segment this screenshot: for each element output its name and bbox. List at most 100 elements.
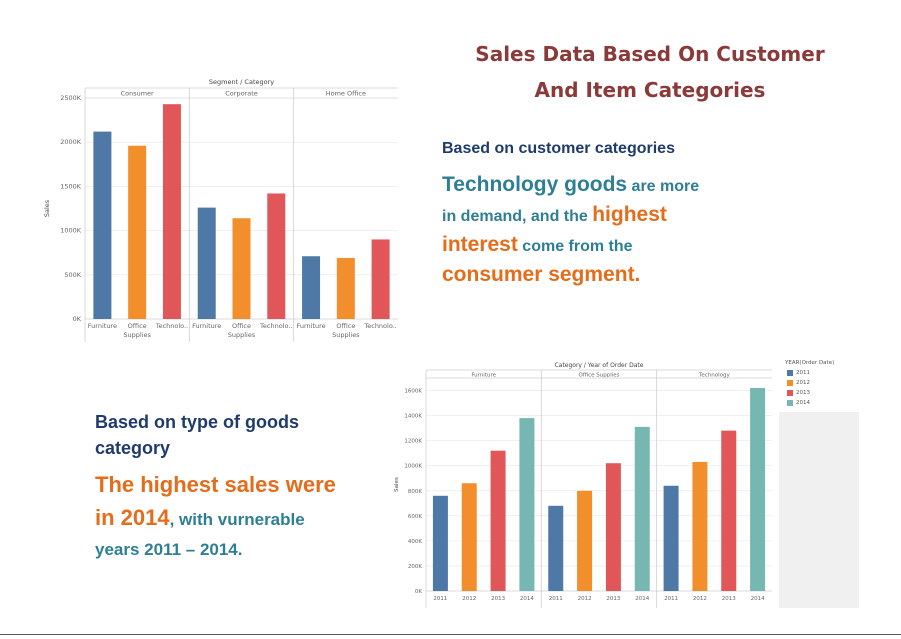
chart-title: Segment / Category	[209, 78, 274, 86]
chart-title: Category / Year of Order Date	[555, 362, 644, 369]
legend-item-2014: 2014	[779, 398, 859, 412]
panel-header-1: Corporate	[225, 90, 258, 98]
legend-label: 2013	[796, 390, 810, 396]
bar-0-2	[162, 104, 181, 319]
y-tick-label: 2500K	[60, 94, 82, 102]
bar-1-3	[634, 426, 650, 591]
y-tick-label: 0K	[415, 589, 422, 595]
x-tick-label: Technolo..	[363, 322, 396, 330]
x-tick-label: Office	[232, 322, 251, 330]
x-tick-label: Technolo..	[259, 322, 292, 330]
bar-1-2	[605, 463, 621, 591]
bar-1-1	[232, 218, 251, 319]
bar-2-3	[750, 388, 766, 591]
chart-category-year: Category / Year of Order Date 0K 200K 400K 6…	[386, 357, 780, 608]
x-tick-label: 2011	[433, 596, 447, 602]
legend-label: 2012	[796, 380, 810, 386]
x-tick-sublabel: Supplies	[228, 331, 256, 339]
bar-0-0	[93, 131, 112, 319]
x-tick-label: 2013	[491, 596, 505, 602]
x-tick-label: 2014	[635, 596, 649, 602]
panel-header-2: Technology	[698, 373, 731, 379]
legend-label: 2011	[796, 370, 810, 376]
insight1-w1: Technology goods	[442, 173, 628, 196]
x-tick-label: 2011	[664, 596, 678, 602]
bar-1-0	[197, 207, 216, 319]
insight1-w6: come from the	[517, 238, 633, 255]
bottom-divider	[0, 634, 901, 635]
legend-swatch	[787, 380, 793, 386]
bar-0-1	[461, 483, 477, 591]
x-tick-label: Technolo..	[155, 322, 188, 330]
y-tick-label: 600K	[408, 514, 422, 520]
insight1-text: Technology goods are more in demand, and…	[442, 171, 742, 291]
bar-0-3	[519, 418, 535, 591]
insight2-w2: in 2014	[95, 505, 170, 530]
y-axis-label: Sales	[43, 199, 51, 217]
y-tick-label: 1500K	[60, 182, 82, 190]
legend-swatch	[787, 390, 793, 396]
x-tick-label: 2013	[722, 596, 736, 602]
legend-title: YEAR(Order Date)	[779, 357, 859, 368]
x-tick-label: Office	[336, 322, 355, 330]
bar-2-0	[302, 256, 321, 319]
legend-item-2011: 2011	[779, 368, 859, 378]
x-tick-label: 2012	[693, 596, 707, 602]
y-tick-label: 1200K	[404, 439, 422, 445]
bar-0-1	[128, 145, 147, 319]
legend-item-2012: 2012	[779, 378, 859, 388]
x-tick-label: 2011	[549, 596, 563, 602]
chart-segment-category: Segment / Category 0K 500K 1000K 1500K 2000K 2…	[40, 74, 402, 344]
x-tick-label: 2012	[578, 596, 592, 602]
insight2-text: The highest sales were in 2014, with vur…	[95, 470, 385, 566]
page-title: Sales Data Based On Customer And Item Ca…	[440, 36, 860, 108]
x-tick-label: 2014	[520, 596, 534, 602]
y-axis-label: Sales	[394, 477, 400, 492]
insight2-w3: , with vurnerable	[169, 510, 305, 529]
insight2-heading: Based on type of goods category	[95, 409, 299, 461]
panel-header-1: Office Supplies	[578, 373, 619, 379]
legend-swatch	[787, 400, 793, 406]
y-tick-label: 1000K	[404, 464, 422, 470]
y-tick-label: 500K	[64, 271, 81, 279]
bar-1-1	[577, 490, 593, 591]
chart2-svg: Category / Year of Order Date 0K 200K 400K 6…	[394, 362, 772, 608]
legend-label: 2014	[796, 400, 810, 406]
bar-2-0	[663, 485, 679, 591]
insight2-heading-line2: category	[95, 438, 171, 458]
bar-2-2	[371, 239, 390, 319]
y-tick-label: 800K	[408, 489, 422, 495]
x-tick-label: 2014	[751, 596, 765, 602]
legend-item-2013: 2013	[779, 388, 859, 398]
x-tick-sublabel: Supplies	[332, 331, 360, 339]
panel-header-0: Furniture	[471, 373, 496, 379]
legend-swatch	[787, 370, 793, 376]
insight2-w4: years 2011 – 2014.	[95, 540, 243, 559]
insight2-w1: The highest sales were	[95, 472, 336, 497]
x-tick-label: 2012	[462, 596, 476, 602]
bar-2-1	[692, 461, 708, 591]
x-tick-label: Office	[128, 322, 147, 330]
panel-header-0: Consumer	[121, 90, 154, 98]
bar-0-2	[490, 450, 506, 591]
chart1-svg: Segment / Category 0K 500K 1000K 1500K 2000K 2…	[43, 78, 398, 342]
y-tick-label: 0K	[73, 315, 82, 323]
y-tick-label: 1400K	[404, 414, 422, 420]
insight1-heading: Based on customer categories	[442, 140, 675, 157]
y-tick-label: 400K	[408, 539, 422, 545]
title-line-1: Sales Data Based On Customer	[475, 42, 825, 66]
insight1-w7: consumer segment.	[442, 263, 641, 286]
x-tick-label: Furniture	[296, 322, 325, 330]
y-tick-label: 1000K	[60, 227, 82, 235]
chart2-legend: YEAR(Order Date) 2011 2012 2013 2014	[779, 357, 859, 608]
insight1-w2: are more	[627, 178, 700, 195]
x-tick-label: Furniture	[88, 322, 117, 330]
x-tick-label: Furniture	[192, 322, 221, 330]
bar-2-1	[336, 258, 355, 319]
x-tick-label: 2013	[606, 596, 620, 602]
insight1-w3: in demand, and the	[442, 208, 593, 225]
panel-header-2: Home Office	[326, 90, 366, 98]
x-tick-sublabel: Supplies	[123, 331, 151, 339]
bar-1-0	[548, 505, 564, 591]
title-line-2: And Item Categories	[534, 78, 766, 102]
